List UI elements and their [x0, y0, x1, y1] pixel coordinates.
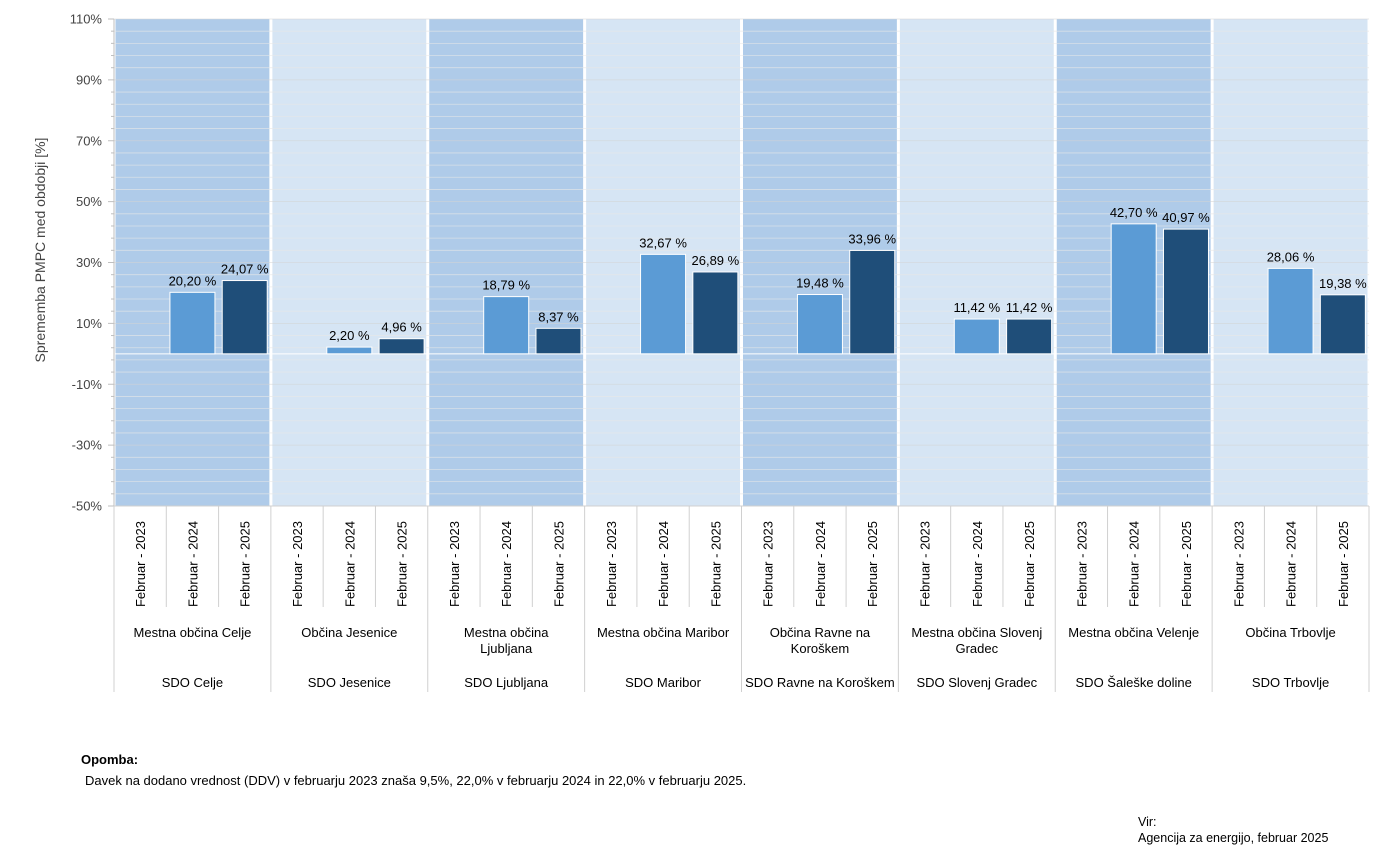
data-label: 11,42 %: [1006, 300, 1053, 315]
bar: [692, 271, 739, 355]
data-label: 40,97 %: [1162, 210, 1210, 225]
note-title: Opomba:: [81, 752, 139, 767]
x-sdo-label: SDO Ravne na Koroškem: [745, 675, 895, 690]
x-municipality-label: Mestna občina Ljubljana: [464, 625, 549, 656]
data-label: 2,20 %: [329, 328, 370, 343]
y-tick-label: 30%: [76, 255, 102, 270]
x-sdo-label: SDO Trbovlje: [1252, 675, 1329, 690]
data-labels: 20,20 % 24,07 % 2,20 % 4,96 % 18,79 % 8,37 % 3…: [169, 205, 1368, 343]
x-category-label: Februar - 2025: [708, 521, 723, 607]
x-sdo-label: SDO Šaleške doline: [1076, 675, 1192, 690]
data-label: 19,48 %: [796, 276, 844, 291]
x-category-label: Februar - 2024: [499, 521, 514, 607]
data-label: 19,38 %: [1319, 276, 1367, 291]
x-sdo-label: SDO Slovenj Gradec: [916, 675, 1037, 690]
y-axis-title: Sprememba PMPC med obdobji [%]: [32, 138, 48, 363]
data-label: 4,96 %: [381, 320, 422, 335]
y-tick-label: 90%: [76, 72, 102, 87]
bar: [953, 318, 1000, 355]
bar: [796, 294, 843, 355]
x-category-label: Februar - 2025: [551, 521, 566, 607]
x-municipality-label: Mestna občina Celje: [134, 625, 252, 640]
bar: [1162, 228, 1209, 355]
bar: [1006, 318, 1053, 355]
bar: [640, 253, 687, 355]
x-municipality-label: Mestna občina Slovenj Gradec: [911, 625, 1042, 656]
x-category-label: Februar - 2024: [342, 521, 357, 607]
bar: [221, 280, 268, 355]
x-category-label: Februar - 2024: [813, 521, 828, 607]
data-label: 11,42 %: [953, 300, 1000, 315]
x-category-label: Februar - 2023: [1231, 521, 1246, 607]
x-category-label: Februar - 2024: [656, 521, 671, 607]
x-category-label: Februar - 2025: [1179, 521, 1194, 607]
x-sdo-label: SDO Ljubljana: [464, 675, 549, 690]
y-axis: -50% -30% -10% 10% 30% 50% 70% 90% 110%: [70, 12, 115, 514]
bar: [378, 338, 425, 355]
x-category-label: Februar - 2023: [447, 521, 462, 607]
x-category-label: Februar - 2023: [761, 521, 776, 607]
y-tick-label: 110%: [70, 12, 103, 27]
y-tick-label: 50%: [76, 194, 102, 209]
x-sdo-label: SDO Celje: [162, 675, 223, 690]
x-category-label: Februar - 2025: [865, 521, 880, 607]
y-tick-label: 10%: [76, 316, 102, 331]
data-label: 20,20 %: [169, 273, 217, 288]
x-municipality-label: Občina Ravne na Koroškem: [770, 625, 871, 656]
x-sdo-label: SDO Maribor: [625, 675, 702, 690]
bar: [169, 291, 216, 355]
x-category-label: Februar - 2023: [1074, 521, 1089, 607]
source-label: Vir:: [1138, 815, 1157, 829]
bar: [326, 346, 373, 355]
x-category-label: Februar - 2023: [133, 521, 148, 607]
data-label: 8,37 %: [538, 309, 579, 324]
x-municipality-label: Mestna občina Maribor: [597, 625, 730, 640]
source-text: Agencija za energijo, februar 2025: [1138, 831, 1329, 845]
x-municipality-label: Mestna občina Velenje: [1068, 625, 1199, 640]
bar-chart: -50% -30% -10% 10% 30% 50% 70% 90% 110% Februar …: [32, 12, 1370, 692]
x-category-label: Februar - 2025: [395, 521, 410, 607]
x-category-label: Februar - 2024: [185, 521, 200, 607]
x-municipality-label: Občina Jesenice: [301, 625, 397, 640]
x-category-label: Februar - 2023: [290, 521, 305, 607]
x-category-label: Februar - 2023: [918, 521, 933, 607]
data-label: 33,96 %: [848, 231, 896, 246]
note-text: Davek na dodano vrednost (DDV) v februar…: [85, 773, 747, 788]
bar: [849, 249, 896, 355]
y-tick-label: -50%: [72, 499, 103, 514]
bar: [1319, 294, 1366, 355]
data-label: 42,70 %: [1110, 205, 1158, 220]
y-tick-label: -30%: [72, 438, 103, 453]
bar: [535, 327, 582, 355]
data-label: 24,07 %: [221, 262, 269, 277]
data-label: 32,67 %: [639, 235, 687, 250]
bar: [1267, 267, 1314, 355]
x-category-label: Februar - 2024: [970, 521, 985, 607]
x-category-label: Februar - 2024: [1284, 521, 1299, 607]
y-tick-label: 70%: [76, 133, 102, 148]
bars: [169, 223, 1366, 355]
bar: [1110, 223, 1157, 355]
x-axis: Februar - 2023 Februar - 2024 Februar - 20…: [113, 505, 1370, 692]
x-category-label: Februar - 2025: [238, 521, 253, 607]
bar: [483, 296, 530, 355]
x-category-label: Februar - 2025: [1022, 521, 1037, 607]
x-municipality-label: Občina Trbovlje: [1245, 625, 1335, 640]
x-category-label: Februar - 2024: [1127, 521, 1142, 607]
y-tick-label: -10%: [72, 377, 103, 392]
data-label: 18,79 %: [482, 278, 530, 293]
x-category-label: Februar - 2025: [1336, 521, 1351, 607]
x-sdo-label: SDO Jesenice: [308, 675, 391, 690]
data-label: 28,06 %: [1267, 249, 1315, 264]
x-category-label: Februar - 2023: [604, 521, 619, 607]
data-label: 26,89 %: [692, 253, 740, 268]
